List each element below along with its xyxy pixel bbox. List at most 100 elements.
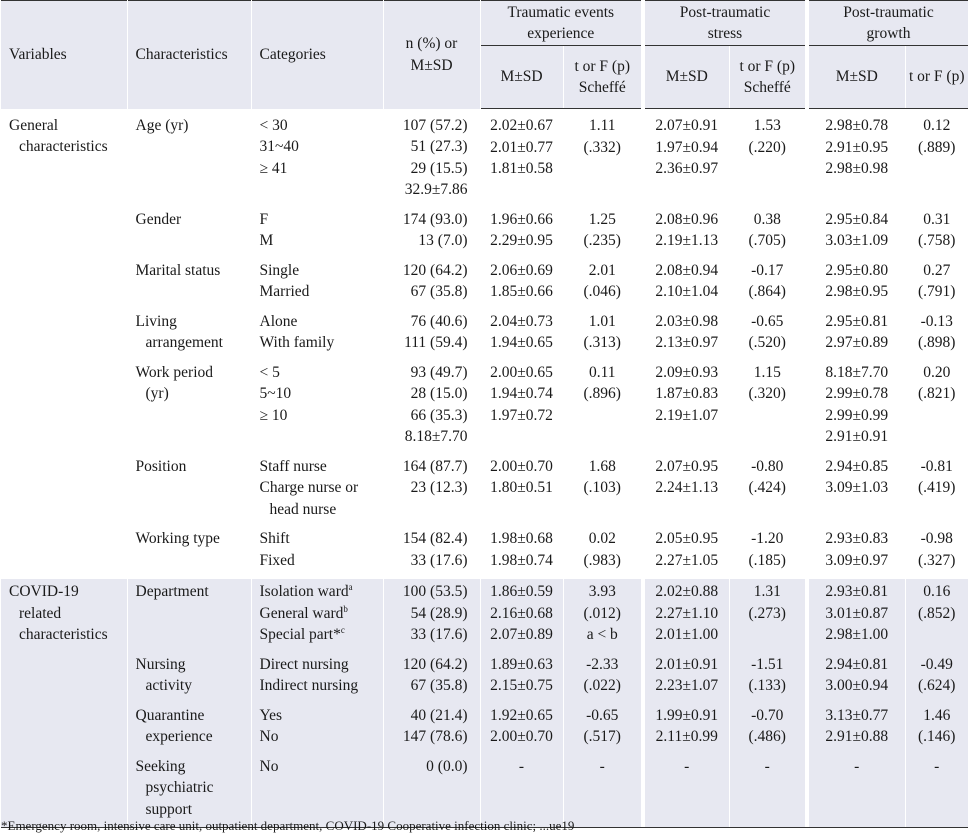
n-cell: 76 (40.6) 111 (59.4): [383, 310, 481, 362]
header-post-traumatic-stress: Post-traumatic stress: [643, 0, 809, 46]
characteristic-cell: Working type: [127, 528, 252, 579]
characteristic-cell: Gender: [127, 208, 252, 260]
pg-msd-cell: 2.95±0.84 3.03±1.09: [807, 208, 906, 260]
table-row: Nursing activity Direct nursing Indirect nu…: [1, 653, 968, 705]
characteristic-cell: Seeking psychiatric support: [127, 755, 252, 828]
category-cell: Shift Fixed: [251, 528, 384, 579]
header-pg-t: t or F (p): [905, 45, 968, 109]
header-n-or-msd: n (%) or M±SD: [383, 0, 481, 109]
n-cell: 120 (64.2) 67 (35.8): [383, 259, 481, 311]
category-cell: Direct nursing Indirect nursing: [251, 653, 384, 705]
ps-t-cell: -0.70 (.486): [729, 704, 809, 756]
characteristic-cell: Age (yr): [127, 108, 252, 209]
te-t-cell: 3.93 (.012) a < b: [563, 579, 645, 654]
table-row: General characteristics Age (yr) < 30 31~40 ≥…: [1, 108, 968, 579]
pg-msd-cell: 3.13±0.77 2.91±0.88: [807, 704, 906, 756]
table-row: Marital status Single Married 120 (64.2) 67 …: [1, 259, 968, 311]
te-msd-cell: 1.86±0.59 2.16±0.68 2.07±0.89: [480, 579, 564, 654]
header-row-1: Variables Characteristics Categories n (…: [1, 0, 968, 109]
ps-msd-cell: -: [643, 755, 730, 828]
ps-msd-cell: 2.03±0.98 2.13±0.97: [643, 310, 730, 362]
n-cell: 107 (57.2) 51 (27.3) 29 (15.5) 32.9±7.86: [383, 108, 481, 209]
section-general: General characteristics Age (yr) < 30 31~40 ≥…: [1, 108, 968, 579]
header-ps-t: t or F (p) Scheffé: [729, 45, 809, 109]
te-t-cell: 1.68 (.103): [563, 455, 645, 528]
table-row: Working type Shift Fixed 154 (82.4) 33 (17.6…: [1, 528, 968, 579]
pg-t-cell: 0.27 (.791): [918, 261, 956, 301]
te-msd-cell: 1.89±0.63 2.15±0.75: [480, 653, 564, 705]
characteristic-cell: Marital status: [127, 259, 252, 311]
ps-msd-cell: 2.09±0.93 1.87±0.83 2.19±1.07: [643, 361, 730, 456]
ps-msd-cell: 2.08±0.96 2.19±1.13: [643, 208, 730, 260]
ps-t-cell: -1.20 (.185): [729, 528, 809, 579]
table-row: Position Staff nurse Charge nurse or head n…: [1, 455, 968, 528]
n-cell: 40 (21.4) 147 (78.6): [383, 704, 481, 756]
variable-group-label: General characteristics: [1, 108, 128, 579]
header-pg-msd: M±SD: [807, 45, 906, 109]
pg-msd-cell: 2.94±0.85 3.09±1.03: [807, 455, 906, 528]
category-cell: Isolation warda General wardb Special part…: [251, 579, 384, 654]
characteristic-cell: Quarantine experience: [127, 704, 252, 756]
pg-t-cell: 0.31 (.758): [918, 210, 956, 250]
n-cell: 120 (64.2) 67 (35.8): [383, 653, 481, 705]
pg-t-cell: -0.98 (.327): [918, 530, 956, 569]
ps-t-cell: -1.51 (.133): [729, 653, 809, 705]
section-covid: COVID-19 related characteristics Department…: [1, 579, 968, 828]
pg-t-cell: 0.20 (.821): [918, 363, 956, 403]
te-t-cell: 2.01 (.046): [563, 259, 645, 311]
header-traumatic-events: Traumatic events experience: [480, 0, 645, 46]
category-cell: Yes No: [251, 704, 384, 756]
ps-t-cell: 0.38 (.705): [729, 208, 809, 260]
table-row: Living arrangement Alone With family 76 (40.…: [1, 310, 968, 362]
te-msd-cell: 2.00±0.70 1.80±0.51: [480, 455, 564, 528]
pg-msd-cell: 2.95±0.80 2.98±0.95: [807, 259, 906, 311]
characteristic-cell: Living arrangement: [127, 310, 252, 362]
te-msd-cell: 1.98±0.68 1.98±0.74: [480, 528, 564, 579]
pg-msd-cell: 2.95±0.81 2.97±0.89: [807, 310, 906, 362]
header-post-traumatic-growth: Post-traumatic growth: [807, 0, 968, 46]
ps-t-cell: -: [729, 755, 809, 828]
characteristic-cell: Work period (yr): [127, 361, 252, 456]
ps-msd-cell: 2.02±0.88 2.27±1.10 2.01±1.00: [643, 579, 730, 654]
header-te-msd: M±SD: [480, 45, 564, 109]
pg-msd-cell: 2.93±0.83 3.09±0.97: [807, 528, 906, 579]
n-cell: 100 (53.5) 54 (28.9) 33 (17.6): [383, 579, 481, 654]
category-cell: < 5 5~10 ≥ 10: [251, 361, 384, 456]
ps-msd-cell: 2.08±0.94 2.10±1.04: [643, 259, 730, 311]
pg-t-cell: -: [905, 755, 968, 828]
category-cell: Staff nurse Charge nurse or head nurse: [251, 455, 384, 528]
n-cell: 154 (82.4) 33 (17.6): [383, 528, 481, 579]
header-variables: Variables: [1, 0, 128, 109]
characteristic-cell: Department: [127, 579, 252, 654]
pg-t-cell: 0.16 (.852): [905, 579, 968, 654]
pg-msd-cell: 2.93±0.81 3.01±0.87 2.98±1.00: [807, 579, 906, 654]
table-footnote: *Emergency room, intensive care unit, ou…: [1, 818, 575, 833]
ps-msd-cell: 2.01±0.91 2.23±1.07: [643, 653, 730, 705]
n-cell: 0 (0.0): [383, 755, 481, 828]
te-t-cell: -: [563, 755, 645, 828]
te-t-cell: -0.65 (.517): [563, 704, 645, 756]
category-cell: < 30 31~40 ≥ 41: [251, 108, 384, 209]
ps-t-cell: 1.53 (.220): [729, 108, 809, 209]
characteristic-cell: Position: [127, 455, 252, 528]
te-t-cell: 1.01 (.313): [563, 310, 645, 362]
table-row: Work period (yr) < 5 5~10 ≥ 10 93 (49.7) 28 (1…: [1, 361, 968, 456]
te-t-cell: 1.11 (.332): [563, 108, 645, 209]
pg-msd-cell: -: [807, 755, 906, 828]
pg-msd-cell: 8.18±7.70 2.99±0.78 2.99±0.99 2.91±0.91: [807, 361, 906, 456]
table-row: Quarantine experience Yes No 40 (21.4) 147 (7…: [1, 704, 968, 756]
ps-t-cell: 1.15 (.320): [729, 361, 809, 456]
variable-group-label: COVID-19 related characteristics: [1, 579, 128, 828]
pg-msd-cell: 2.98±0.78 2.91±0.95 2.98±0.98: [807, 108, 906, 209]
te-msd-cell: 1.92±0.65 2.00±0.70: [480, 704, 564, 756]
ps-msd-cell: 2.05±0.95 2.27±1.05: [643, 528, 730, 579]
n-cell: 93 (49.7) 28 (15.0) 66 (35.3) 8.18±7.70: [383, 361, 481, 456]
ps-msd-cell: 2.07±0.95 2.24±1.13: [643, 455, 730, 528]
table-row: Gender F M 174 (93.0) 13 (7.0) 1.96±0.66 2.29±…: [1, 208, 968, 260]
pg-msd-cell: 2.94±0.81 3.00±0.94: [807, 653, 906, 705]
category-cell: No: [251, 755, 384, 828]
ps-msd-cell: 2.07±0.91 1.97±0.94 2.36±0.97: [643, 108, 730, 209]
ps-msd-cell: 1.99±0.91 2.11±0.99: [643, 704, 730, 756]
